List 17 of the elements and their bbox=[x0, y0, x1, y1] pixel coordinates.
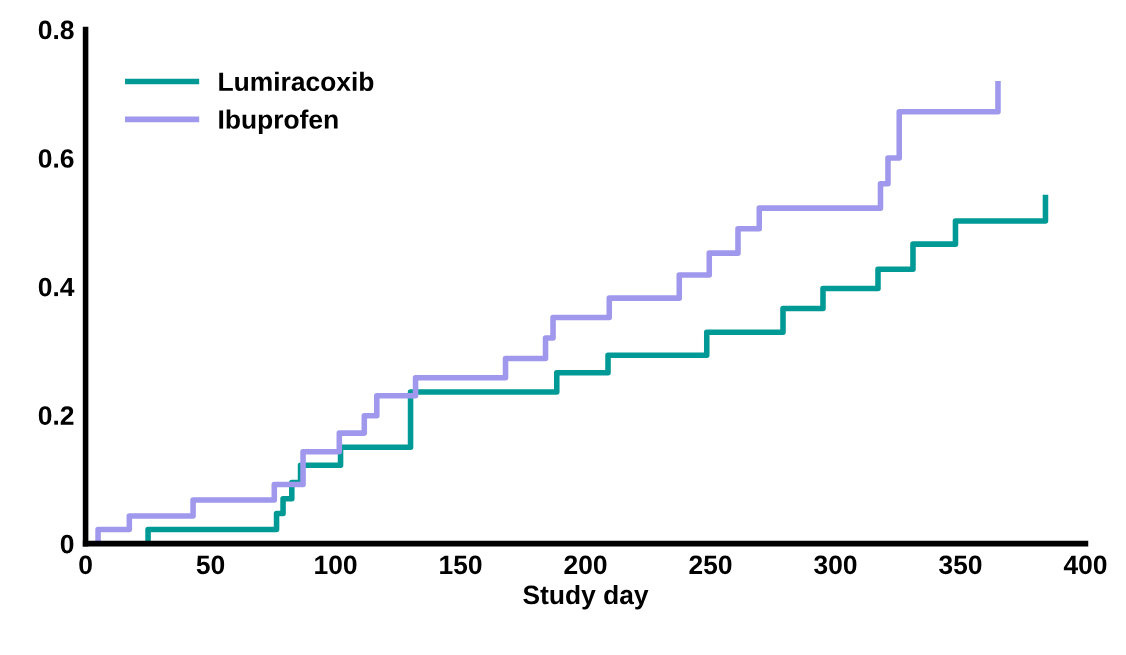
y-tick-label: 0.8 bbox=[38, 20, 74, 40]
legend-label: Ibuprofen bbox=[219, 109, 338, 135]
x-tick-label: 400 bbox=[1063, 555, 1107, 575]
x-tick-label: 0 bbox=[79, 555, 92, 575]
y-tick-label: 0.2 bbox=[38, 406, 74, 425]
legend-label: Lumiracoxib bbox=[219, 71, 374, 92]
x-tick-label: 100 bbox=[315, 555, 357, 575]
y-tick-label: 0.6 bbox=[38, 149, 74, 168]
y-tick-label: 0 bbox=[60, 534, 74, 554]
x-tick-label: 250 bbox=[689, 555, 732, 575]
x-tick-label: 350 bbox=[939, 555, 982, 575]
x-tick-label: 300 bbox=[814, 555, 857, 575]
x-tick-label: 200 bbox=[564, 555, 607, 575]
x-tick-label: 150 bbox=[440, 555, 482, 575]
x-axis-title: Study day bbox=[523, 584, 649, 610]
y-tick-label: 0.4 bbox=[38, 277, 75, 297]
x-tick-label: 50 bbox=[196, 555, 225, 575]
